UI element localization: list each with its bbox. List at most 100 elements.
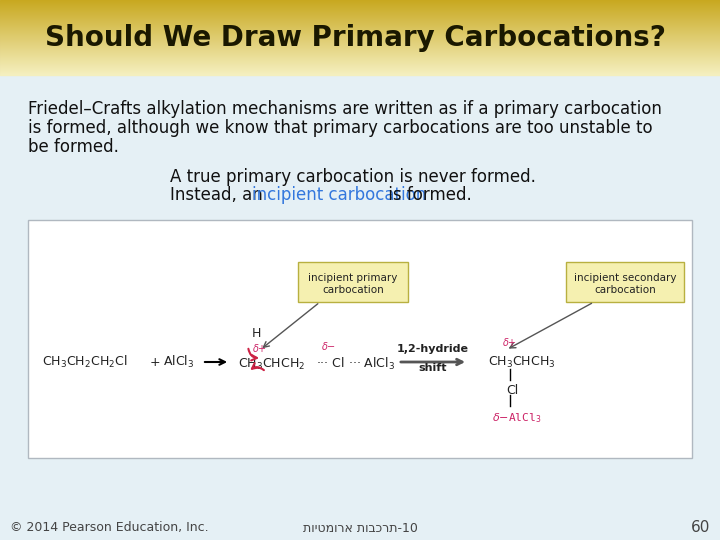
Text: is formed.: is formed. — [383, 186, 472, 204]
Bar — [0, 36, 720, 37]
Bar — [0, 45, 720, 46]
Bar — [0, 10, 720, 11]
FancyBboxPatch shape — [566, 262, 684, 302]
Bar — [0, 23, 720, 24]
Bar — [0, 38, 720, 39]
FancyBboxPatch shape — [28, 220, 692, 458]
Bar — [0, 74, 720, 75]
Bar — [0, 3, 720, 4]
Text: 1,2-hydride: 1,2-hydride — [397, 344, 469, 354]
Bar — [0, 18, 720, 19]
Text: be formed.: be formed. — [28, 138, 119, 156]
Bar — [0, 53, 720, 54]
Bar — [0, 41, 720, 42]
Bar — [0, 57, 720, 58]
Bar — [0, 52, 720, 53]
Text: $\delta$+: $\delta$+ — [252, 342, 267, 354]
Bar — [0, 26, 720, 27]
Text: AlCl$_3$: AlCl$_3$ — [163, 354, 194, 370]
Bar — [0, 43, 720, 44]
Bar — [0, 25, 720, 26]
Text: is formed, although we know that primary carbocations are too unstable to: is formed, although we know that primary… — [28, 119, 652, 137]
Bar — [0, 40, 720, 41]
Bar — [0, 73, 720, 74]
Bar — [0, 62, 720, 63]
Text: Friedel–Crafts alkylation mechanisms are written as if a primary carbocation: Friedel–Crafts alkylation mechanisms are… — [28, 100, 662, 118]
Bar — [0, 61, 720, 62]
Text: H: H — [251, 327, 261, 340]
Text: ··· Cl ··· AlCl$_3$: ··· Cl ··· AlCl$_3$ — [316, 356, 395, 372]
Bar — [0, 31, 720, 32]
Text: CH$_3$CHCH$_3$: CH$_3$CHCH$_3$ — [488, 354, 555, 369]
Bar — [0, 11, 720, 12]
Text: Instead, an: Instead, an — [170, 186, 268, 204]
Bar — [0, 2, 720, 3]
Bar — [0, 29, 720, 30]
FancyArrowPatch shape — [252, 363, 264, 370]
Bar — [0, 27, 720, 28]
FancyArrowPatch shape — [248, 349, 257, 360]
Bar — [0, 54, 720, 55]
Bar — [0, 21, 720, 22]
Text: 60: 60 — [690, 521, 710, 536]
Text: Should We Draw Primary Carbocations?: Should We Draw Primary Carbocations? — [45, 24, 666, 52]
Text: CH$_3$CHCH$_2$: CH$_3$CHCH$_2$ — [238, 356, 305, 372]
Bar — [0, 8, 720, 9]
Bar — [0, 59, 720, 60]
Bar — [0, 19, 720, 20]
Text: incipient primary: incipient primary — [308, 273, 397, 283]
Bar — [0, 65, 720, 66]
Bar — [0, 58, 720, 59]
Bar — [0, 13, 720, 14]
Bar — [0, 49, 720, 50]
Bar — [0, 32, 720, 33]
Text: carbocation: carbocation — [322, 285, 384, 295]
Bar — [0, 50, 720, 51]
Bar — [0, 67, 720, 68]
Bar — [0, 5, 720, 6]
Bar — [0, 12, 720, 13]
Text: shift: shift — [419, 363, 447, 373]
Text: A true primary carbocation is never formed.: A true primary carbocation is never form… — [170, 168, 536, 186]
Bar — [0, 48, 720, 49]
Bar — [0, 68, 720, 69]
Bar — [0, 28, 720, 29]
Bar — [0, 24, 720, 25]
Text: +: + — [150, 355, 161, 368]
Bar — [0, 47, 720, 48]
Bar — [0, 1, 720, 2]
Bar — [0, 30, 720, 31]
Bar — [0, 17, 720, 18]
Bar — [0, 35, 720, 36]
Bar — [0, 42, 720, 43]
Bar — [0, 39, 720, 40]
Bar — [0, 56, 720, 57]
Bar — [0, 14, 720, 15]
Text: carbocation: carbocation — [594, 285, 656, 295]
FancyBboxPatch shape — [298, 262, 408, 302]
Bar — [0, 34, 720, 35]
Bar — [0, 33, 720, 34]
Bar — [0, 75, 720, 540]
Text: © 2014 Pearson Education, Inc.: © 2014 Pearson Education, Inc. — [10, 522, 209, 535]
Bar — [0, 9, 720, 10]
Bar — [0, 0, 720, 1]
Bar — [0, 37, 720, 38]
Bar — [0, 71, 720, 72]
Bar — [0, 22, 720, 23]
Bar — [0, 69, 720, 70]
Text: incipient secondary: incipient secondary — [574, 273, 676, 283]
Bar — [0, 63, 720, 64]
Text: $\delta$$-$AlCl$_3$: $\delta$$-$AlCl$_3$ — [492, 411, 541, 425]
Bar — [0, 46, 720, 47]
Bar — [0, 51, 720, 52]
Bar — [0, 72, 720, 73]
Bar — [0, 70, 720, 71]
Bar — [0, 15, 720, 16]
Text: $\delta$+: $\delta$+ — [502, 336, 517, 348]
Text: incipient carbocation: incipient carbocation — [252, 186, 426, 204]
Bar — [0, 44, 720, 45]
Bar — [0, 66, 720, 67]
Bar — [0, 6, 720, 7]
Bar — [0, 4, 720, 5]
